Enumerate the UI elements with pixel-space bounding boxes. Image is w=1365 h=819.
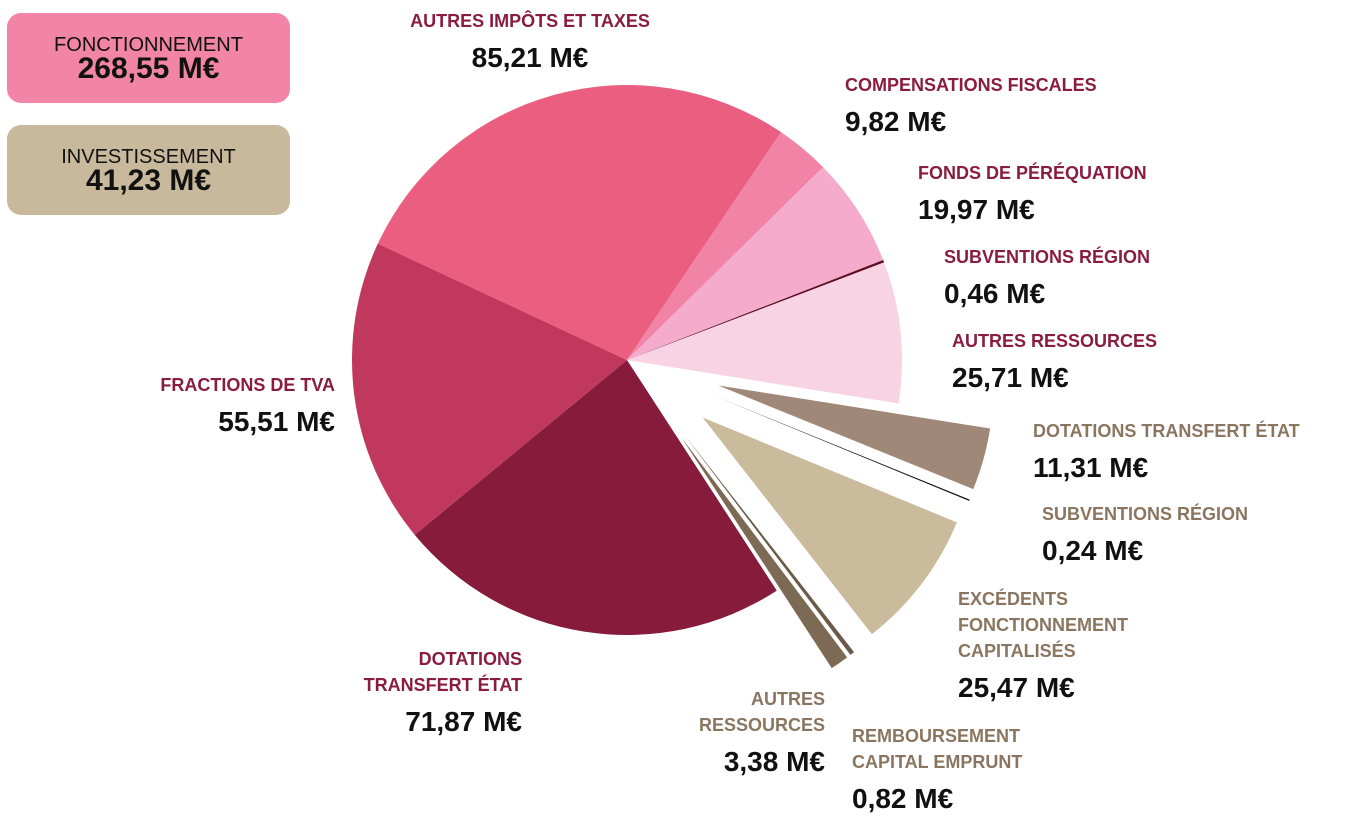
slice-value: 0,24 M€ xyxy=(1042,535,1144,566)
pie-slice xyxy=(684,435,855,655)
slice-label: SUBVENTIONS RÉGION 0,46 M€ xyxy=(944,244,1224,310)
legend-name: INVESTISSEMENT xyxy=(61,146,236,168)
slice-value: 9,82 M€ xyxy=(845,106,947,137)
slice-name: AUTRES RESSOURCES xyxy=(952,331,1158,351)
slice-value: 71,87 M€ xyxy=(405,706,522,737)
slice-name: COMPENSATIONS FISCALES xyxy=(845,75,1097,95)
slice-name: AUTRES RESSOURCES xyxy=(698,689,825,735)
slice-label: EXCÉDENTS FONCTIONNEMENT CAPITALISÉS 25,4… xyxy=(958,586,1188,704)
slice-name: SUBVENTIONS RÉGION xyxy=(944,247,1151,267)
slice-name: FRACTIONS DE TVA xyxy=(160,375,335,395)
pie-slice xyxy=(627,132,824,360)
pie-slice xyxy=(627,167,884,360)
slice-label: AUTRES RESSOURCES 3,38 M€ xyxy=(655,686,825,778)
slice-label: DOTATIONS TRANSFERT ÉTAT 11,31 M€ xyxy=(1033,418,1363,484)
slice-label: COMPENSATIONS FISCALES 9,82 M€ xyxy=(845,72,1175,138)
slice-name: EXCÉDENTS FONCTIONNEMENT CAPITALISÉS xyxy=(958,589,1128,661)
legend-box: INVESTISSEMENT 41,23 M€ xyxy=(7,125,290,215)
slice-name: FONDS DE PÉRÉQUATION xyxy=(918,163,1147,183)
slice-value: 19,97 M€ xyxy=(918,194,1035,225)
slice-value: 3,38 M€ xyxy=(723,746,825,777)
slice-label: DOTATIONS TRANSFERT ÉTAT 71,87 M€ xyxy=(322,646,522,738)
legend-name: FONCTIONNEMENT xyxy=(54,34,243,56)
pie-slice xyxy=(627,262,902,404)
slice-value: 0,46 M€ xyxy=(944,278,1046,309)
slice-name: DOTATIONS TRANSFERT ÉTAT xyxy=(1033,421,1300,441)
slice-value: 25,71 M€ xyxy=(952,362,1069,393)
legend-total: 41,23 M€ xyxy=(85,164,212,197)
slice-value: 25,47 M€ xyxy=(958,672,1075,703)
slice-name: SUBVENTIONS RÉGION xyxy=(1042,504,1249,524)
slice-name: DOTATIONS TRANSFERT ÉTAT xyxy=(363,649,522,695)
pie-slice xyxy=(718,385,991,490)
slice-label: AUTRES IMPÔTS ET TAXES 85,21 M€ xyxy=(380,8,680,74)
legend-box: FONCTIONNEMENT 268,55 M€ xyxy=(7,13,290,103)
slice-value: 55,51 M€ xyxy=(218,406,335,437)
slice-name: AUTRES IMPÔTS ET TAXES xyxy=(410,11,650,31)
legend-total: 268,55 M€ xyxy=(77,52,220,85)
slice-label: AUTRES RESSOURCES 25,71 M€ xyxy=(952,328,1232,394)
slice-label: REMBOURSEMENT CAPITAL EMPRUNT 0,82 M€ xyxy=(852,723,1082,815)
slice-value: 0,82 M€ xyxy=(852,783,954,814)
slice-label: FRACTIONS DE TVA 55,51 M€ xyxy=(100,372,335,438)
slice-value: 85,21 M€ xyxy=(471,42,589,73)
slice-name: REMBOURSEMENT CAPITAL EMPRUNT xyxy=(852,726,1023,772)
pie-slice xyxy=(377,85,782,360)
pie-slice xyxy=(627,260,885,360)
pie-slice xyxy=(351,243,627,535)
slice-label: SUBVENTIONS RÉGION 0,24 M€ xyxy=(1042,501,1342,567)
slice-label: FONDS DE PÉRÉQUATION 19,97 M€ xyxy=(918,160,1218,226)
pie-slice xyxy=(714,396,970,501)
pie-slice xyxy=(414,360,777,635)
pie-slice xyxy=(702,417,957,635)
slice-value: 11,31 M€ xyxy=(1033,452,1149,483)
pie-slice xyxy=(681,437,848,669)
